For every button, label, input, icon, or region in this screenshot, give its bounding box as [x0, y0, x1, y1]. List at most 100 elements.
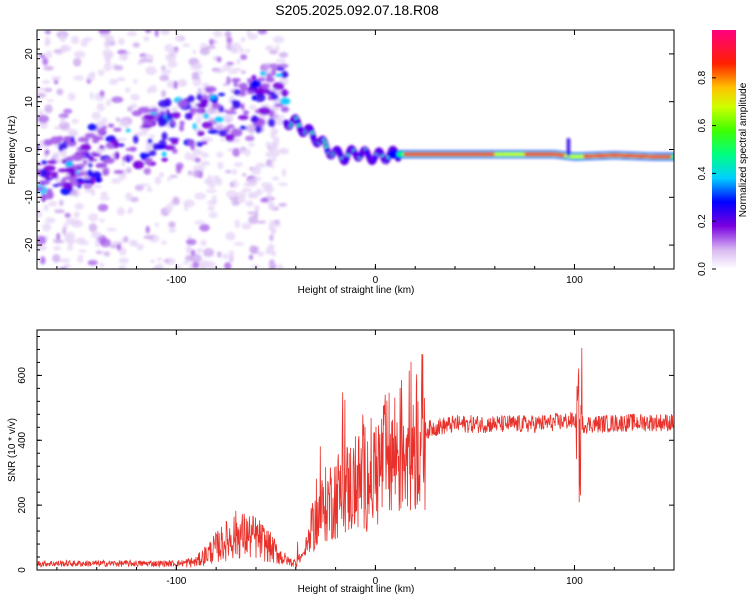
spectral-blob: [278, 63, 289, 69]
spectrogram-y-tick-label: 20: [24, 48, 35, 60]
spectral-blob: [272, 35, 285, 44]
spectral-blob: [134, 161, 139, 170]
spectral-blob: [243, 110, 249, 116]
spectral-blob: [108, 78, 118, 85]
spectral-blob: [229, 181, 235, 188]
spectral-blob: [44, 217, 56, 224]
spectral-blob: [276, 67, 285, 71]
spectral-blob: [78, 249, 87, 253]
spectral-blob: [159, 74, 170, 82]
spectral-blob: [271, 67, 277, 76]
spectral-blob: [214, 116, 224, 123]
spectral-blob: [77, 137, 90, 143]
spectral-blob: [168, 228, 176, 233]
spectral-blob: [240, 36, 246, 43]
spectral-blob: [143, 35, 150, 42]
spectral-blob: [171, 148, 178, 154]
spectral-blob: [70, 35, 80, 45]
spectral-blob: [67, 92, 76, 101]
spectral-blob: [226, 76, 231, 86]
colorbar-tick-label: 0.8: [697, 70, 708, 84]
spectral-blob: [154, 30, 159, 38]
spectral-blob: [239, 47, 245, 54]
spectral-blob: [105, 39, 115, 43]
spectral-blob: [77, 240, 90, 246]
spectral-blob: [269, 234, 274, 242]
spectral-blob: [185, 245, 192, 254]
spectral-blob: [231, 200, 240, 206]
spectral-blob: [97, 127, 107, 137]
spectral-blob: [161, 68, 172, 75]
spectral-blob: [65, 160, 73, 168]
spectral-blob: [125, 167, 132, 174]
spectral-blob: [281, 168, 287, 177]
spectral-blob: [97, 162, 108, 168]
spectral-blob: [231, 100, 241, 109]
spectral-blob: [99, 196, 111, 201]
spectrogram-y-label: Frequency (Hz): [7, 116, 18, 185]
spectral-blob: [38, 180, 51, 185]
spectral-blob: [113, 127, 122, 132]
snr-x-tick-label: -100: [166, 576, 186, 587]
spectral-blob: [99, 90, 105, 97]
spectral-blob: [87, 123, 98, 131]
spectral-blob: [279, 97, 291, 105]
spectral-blob: [194, 148, 203, 156]
spectral-blob: [274, 103, 284, 108]
spectral-blob: [39, 168, 49, 178]
spectral-blob: [116, 137, 128, 142]
spectral-blob: [281, 89, 288, 98]
spectrogram-y-tick-label: 0: [24, 146, 35, 152]
spectral-blob: [44, 104, 53, 114]
spectral-blob: [43, 65, 54, 71]
spectral-blob: [90, 188, 96, 196]
spectral-blob: [168, 49, 179, 55]
colorbar-label: Normalized spectral amplitude: [738, 82, 749, 217]
spectral-blob: [226, 42, 233, 51]
spectral-blob: [265, 76, 275, 83]
spectral-blob: [247, 33, 258, 40]
spectral-blob: [172, 196, 180, 205]
spectral-blob: [138, 183, 150, 187]
spectral-blob: [143, 167, 152, 175]
spectral-blob: [95, 177, 102, 183]
spectral-blob: [154, 176, 162, 185]
spectral-blob: [190, 249, 196, 256]
spectral-blob: [91, 138, 100, 144]
spectral-blob: [201, 94, 209, 101]
spectral-blob: [205, 189, 218, 193]
spectral-blob: [147, 138, 153, 144]
spectral-blob: [222, 114, 234, 123]
spectral-blob: [211, 102, 222, 110]
spectral-blob: [58, 113, 69, 119]
spectral-blob: [158, 172, 165, 178]
spectral-blob: [44, 149, 50, 156]
spectral-blob: [99, 262, 105, 268]
spectral-blob: [83, 183, 93, 190]
spectral-blob: [239, 149, 245, 154]
spectral-blob: [167, 60, 178, 68]
spectral-blob: [111, 178, 121, 184]
spectral-blob: [203, 178, 212, 185]
spectral-blob: [67, 239, 78, 244]
spectral-blob: [105, 98, 112, 107]
spectral-blob: [125, 128, 131, 133]
spectral-blob: [44, 50, 53, 59]
spectral-blob: [226, 61, 235, 66]
spectral-blob: [102, 168, 108, 176]
spectral-blob: [65, 156, 73, 162]
spectral-blob: [99, 238, 112, 248]
colorbar-tick-label: 0.0: [697, 262, 708, 276]
spectral-blob: [154, 222, 159, 228]
spectral-blob: [217, 92, 226, 97]
spectral-blob: [257, 251, 265, 257]
spectral-blob: [179, 124, 185, 132]
spectral-blob: [158, 111, 165, 115]
spectral-blob: [192, 261, 200, 269]
spectral-blob: [251, 79, 262, 88]
spectral-blob: [254, 93, 266, 103]
spectral-blob: [127, 155, 134, 159]
spectral-blob: [208, 126, 215, 130]
spectral-blob: [43, 204, 49, 212]
spectral-blob: [233, 89, 241, 96]
